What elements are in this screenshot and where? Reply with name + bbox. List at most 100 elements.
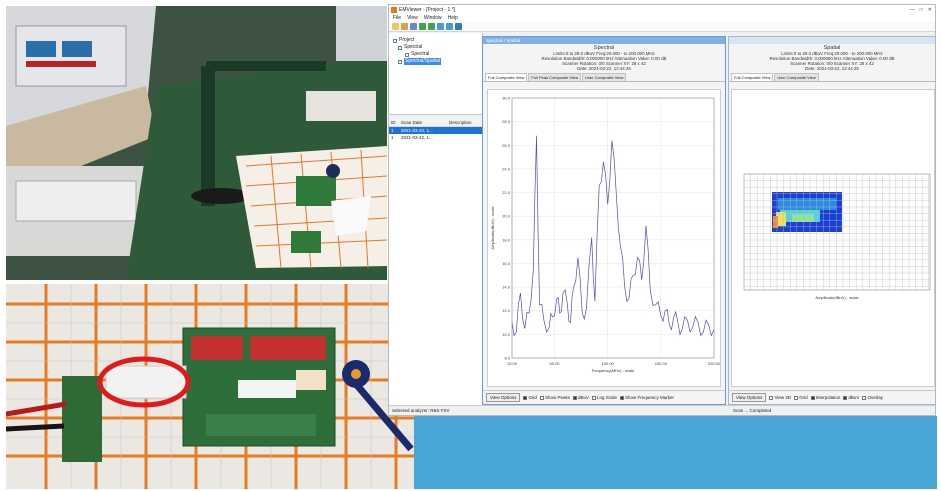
y-tick-label: 8.0 [504,356,510,361]
tree-item-spectral-leaf[interactable]: Spectral [393,51,478,58]
window-controls: — □ ✕ [910,7,935,13]
view-options-button[interactable]: View Options [486,393,521,402]
spatial-heatmap[interactable]: Amplitude(dBuV) - scale [731,89,935,387]
grid-checkbox[interactable]: Grid [523,395,537,400]
x-axis-label: Frequency(MHz) - scale [592,368,635,373]
zoom-icon[interactable] [446,23,453,30]
folder-icon [393,38,397,43]
spectrum-plot[interactable]: 30.0 28.0 26.0 24.0 22.0 20.0 18.0 16.0 14.0 12.0… [487,89,721,387]
info-line: Scanner Rotation: 0/0 Scanner XY: 28 x 4… [790,61,874,66]
spectral-header: Spectral [593,45,615,51]
info-line: Date: 2021-03-22, 12:44:25 [805,66,859,71]
heatmap-axis-label: Amplitude(dBuV) - scale [815,295,859,300]
menu-file[interactable]: File [393,15,402,21]
emviewer-window: EMViewer - [Project - 1 *] — □ ✕ File Vi… [388,4,936,416]
tree-item-spectral-spatial[interactable]: Spectral/Spatial [393,58,478,65]
toolbar [389,22,935,32]
x-tick-label: 200.00 [708,361,721,366]
col-id[interactable]: ID [391,120,396,125]
view-3d-checkbox[interactable]: View 3D [769,395,791,400]
dbuv-radio[interactable]: dBuV [572,395,589,400]
info-line: Resolution Bandwidth: 0.000000 kHz Atten… [541,56,667,61]
spectral-options-bar: View Options Grid Show Peaks dBuV Log Sc… [483,390,725,404]
spectral-document: Spectral / Spatial Spectral Limits:0 to … [482,36,726,405]
title-bar: EMViewer - [Project - 1 *] — □ ✕ [389,5,935,14]
status-scan: Scan ... Completed [733,408,772,413]
show-peaks-checkbox[interactable]: Show Peaks [539,395,570,400]
app-logo-icon [391,6,397,13]
heatmap-cell [792,214,814,222]
doc-tab-title[interactable]: Spectral / Spatial [483,37,725,44]
view-options-button[interactable]: View Options [732,393,767,402]
y-tick-label: 26.0 [502,143,511,148]
y-tick-label: 10.0 [502,332,511,337]
help-icon[interactable] [455,23,462,30]
y-tick-label: 18.0 [502,237,511,242]
col-description[interactable]: Description [449,120,472,125]
settings-icon[interactable] [437,23,444,30]
x-tick-label: 100.00 [602,361,615,366]
y-tick-label: 22.0 [502,190,511,195]
scan-list-header: ID Scan Date Description [389,119,482,127]
frequency-marker-checkbox[interactable]: Show Frequency Marker [620,395,674,400]
info-line: Scanner Rotation: 0/0 Scanner XY: 28 x 4… [562,61,646,66]
menu-bar: File View Window Help [389,14,935,22]
info-line: Resolution Bandwidth: 0.000000 kHz Atten… [769,56,895,61]
spatial-info: Spatial Limits:0 to 29.0 dBuV Freq:20.00… [729,44,935,71]
spectral-tabs: Full Composite View Full Peak Composite … [483,73,725,82]
folder-icon [398,59,402,64]
overlay-checkbox[interactable]: Overlay [862,395,883,400]
new-icon[interactable] [392,23,399,30]
spatial-options-bar: View Options View 3D Grid Interpolation … [729,390,935,404]
spectrum-chart: 30.0 28.0 26.0 24.0 22.0 20.0 18.0 16.0 14.0 12.0… [490,96,721,374]
pcb-under-test-photo [6,284,414,489]
info-line: Date: 2021-03-22, 12:44:25 [577,66,631,71]
tree-item-spectral[interactable]: Spectral [393,44,478,51]
spatial-doc-title[interactable] [729,37,935,44]
menu-window[interactable]: Window [423,15,442,21]
status-analyzer: Selected analyzer: R&S FSV [392,408,450,413]
folder-icon [398,45,402,50]
plot-area [511,97,715,359]
minimize-button[interactable]: — [909,6,915,13]
menu-view[interactable]: View [407,15,418,21]
col-scan-date[interactable]: Scan Date [401,120,423,125]
interpolation-checkbox[interactable]: Interpolation [810,395,840,400]
menu-help[interactable]: Help [447,15,458,21]
x-tick-label: 150.00 [655,361,668,366]
tab-full-composite[interactable]: Full Composite View [485,73,528,81]
y-axis-label: Amplitude(dBuV) - scale [490,206,495,250]
dbuv-radio[interactable]: dBuV [843,395,859,400]
spatial-tabs: Full Composite View User Composite View [729,73,935,82]
lab-bench-image [6,6,387,280]
tab-full-composite[interactable]: Full Composite View [731,73,774,81]
scan-list: ID Scan Date Description 1 2021-03-22, 1… [389,119,483,405]
y-tick-label: 24.0 [502,166,511,171]
lab-bench-photo [6,6,387,280]
spectral-info: Spectral Limits:0 to 29.0 dBuV Freq:20.0… [483,44,725,71]
maximize-button[interactable]: □ [919,6,923,13]
desktop-background [414,416,937,489]
grid-checkbox[interactable]: Grid [794,395,808,400]
heatmap-cell [778,198,836,210]
y-tick-label: 16.0 [502,261,511,266]
tree-item-project[interactable]: Project [393,37,478,44]
open-icon[interactable] [401,23,408,30]
x-tick-label: 10.00 [507,361,518,366]
table-row[interactable]: 1 2021-03-22, 1... [391,135,433,140]
table-row[interactable]: 1 2021-03-22, 1... [389,127,482,134]
tab-user-composite[interactable]: User Composite View [582,73,627,81]
spatial-header: Spatial [823,45,841,51]
log-scale-checkbox[interactable]: Log Scale [591,395,617,400]
run-icon[interactable] [419,23,426,30]
tab-user-composite[interactable]: User Composite View [774,73,819,81]
x-tick-label: 50.00 [550,361,561,366]
close-button[interactable]: ✕ [927,6,932,13]
stop-icon[interactable] [428,23,435,30]
save-icon[interactable] [410,23,417,30]
info-line: Limits:0 to 29.0 dBuV Freq:20.000 - to 2… [781,51,883,56]
tab-full-peak-composite[interactable]: Full Peak Composite View [528,73,582,81]
heatmap-chart: Amplitude(dBuV) - scale [743,173,931,300]
pcb-image [6,284,414,489]
